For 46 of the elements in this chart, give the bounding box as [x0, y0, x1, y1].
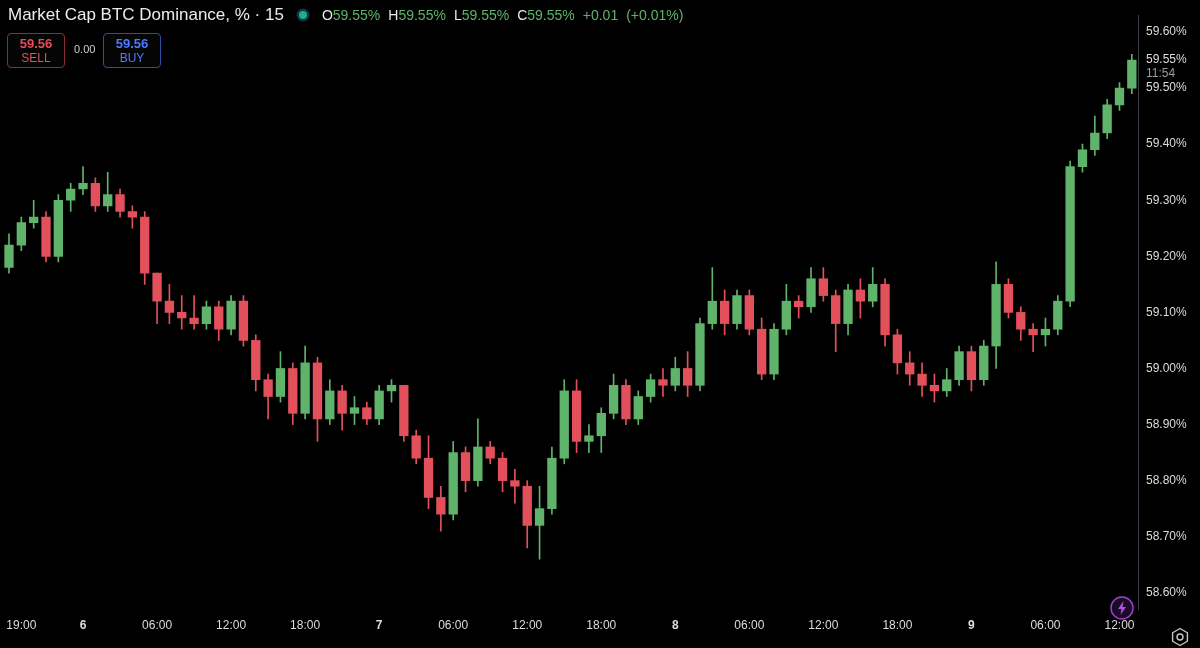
candlestick: [189, 295, 199, 330]
candlestick: [1028, 323, 1038, 352]
buy-button[interactable]: 59.56 BUY: [103, 33, 161, 68]
y-tick-label: 59.30%: [1146, 192, 1188, 207]
annotation: 59.56: [115, 35, 149, 51]
y-tick-label: 59.10%: [1146, 304, 1188, 319]
x-tick-label: 06:00: [734, 618, 765, 633]
candlestick: [658, 368, 668, 397]
x-tick-label: 18:00: [882, 618, 913, 633]
x-tick-label: 6: [79, 618, 87, 633]
y-tick-label: 58.80%: [1146, 472, 1188, 487]
text: O59.55% H59.55% L59.55% C59.55% +0.01 (+0.01%): [321, 7, 684, 23]
y-tick-label: 58.90%: [1146, 416, 1188, 431]
y-tick-label: 58.70%: [1146, 529, 1188, 544]
chart-title: Market Cap BTC Dominance, % · 15: [8, 5, 284, 25]
annotation: 0.00: [74, 43, 96, 55]
annotation: 59.56: [19, 35, 53, 51]
x-tick-label: 06:00: [438, 618, 469, 633]
y-tick-label: 59.00%: [1146, 360, 1188, 375]
annotation: SELL: [21, 50, 51, 66]
candlestick: [510, 469, 520, 504]
x-tick-label: 12:00: [216, 618, 247, 633]
candlestick: [177, 295, 187, 330]
y-tick-label: 59.60%: [1146, 24, 1188, 39]
x-tick-label: 9: [968, 618, 976, 633]
x-tick-label: 12:00: [808, 618, 839, 633]
candlestick: [78, 166, 88, 195]
x-tick-label: 06:00: [1030, 618, 1061, 633]
y-tick-label: 59.20%: [1146, 248, 1188, 263]
sell-button[interactable]: 59.56 SELL: [7, 33, 65, 68]
x-tick-label: 18:00: [290, 618, 321, 633]
x-tick-label: 12:00: [1104, 618, 1135, 633]
candlestick: [584, 424, 594, 453]
x-tick-label: 7: [375, 618, 383, 633]
y-tick-label: 58.60%: [1146, 585, 1188, 600]
y-tick-label: 59.40%: [1146, 136, 1188, 151]
candlestick: [29, 199, 39, 229]
x-tick-label: 06:00: [142, 618, 173, 633]
x-tick-label: 19:00: [6, 618, 37, 633]
x-tick-label: 18:00: [586, 618, 617, 633]
annotation: BUY: [119, 50, 145, 66]
y-tick-label: 59.50%: [1146, 80, 1188, 95]
y-tick-label: 59.55%: [1146, 52, 1188, 67]
text: 11:54: [1146, 66, 1176, 81]
x-tick-label: 8: [671, 618, 679, 633]
x-tick-label: 12:00: [512, 618, 543, 633]
